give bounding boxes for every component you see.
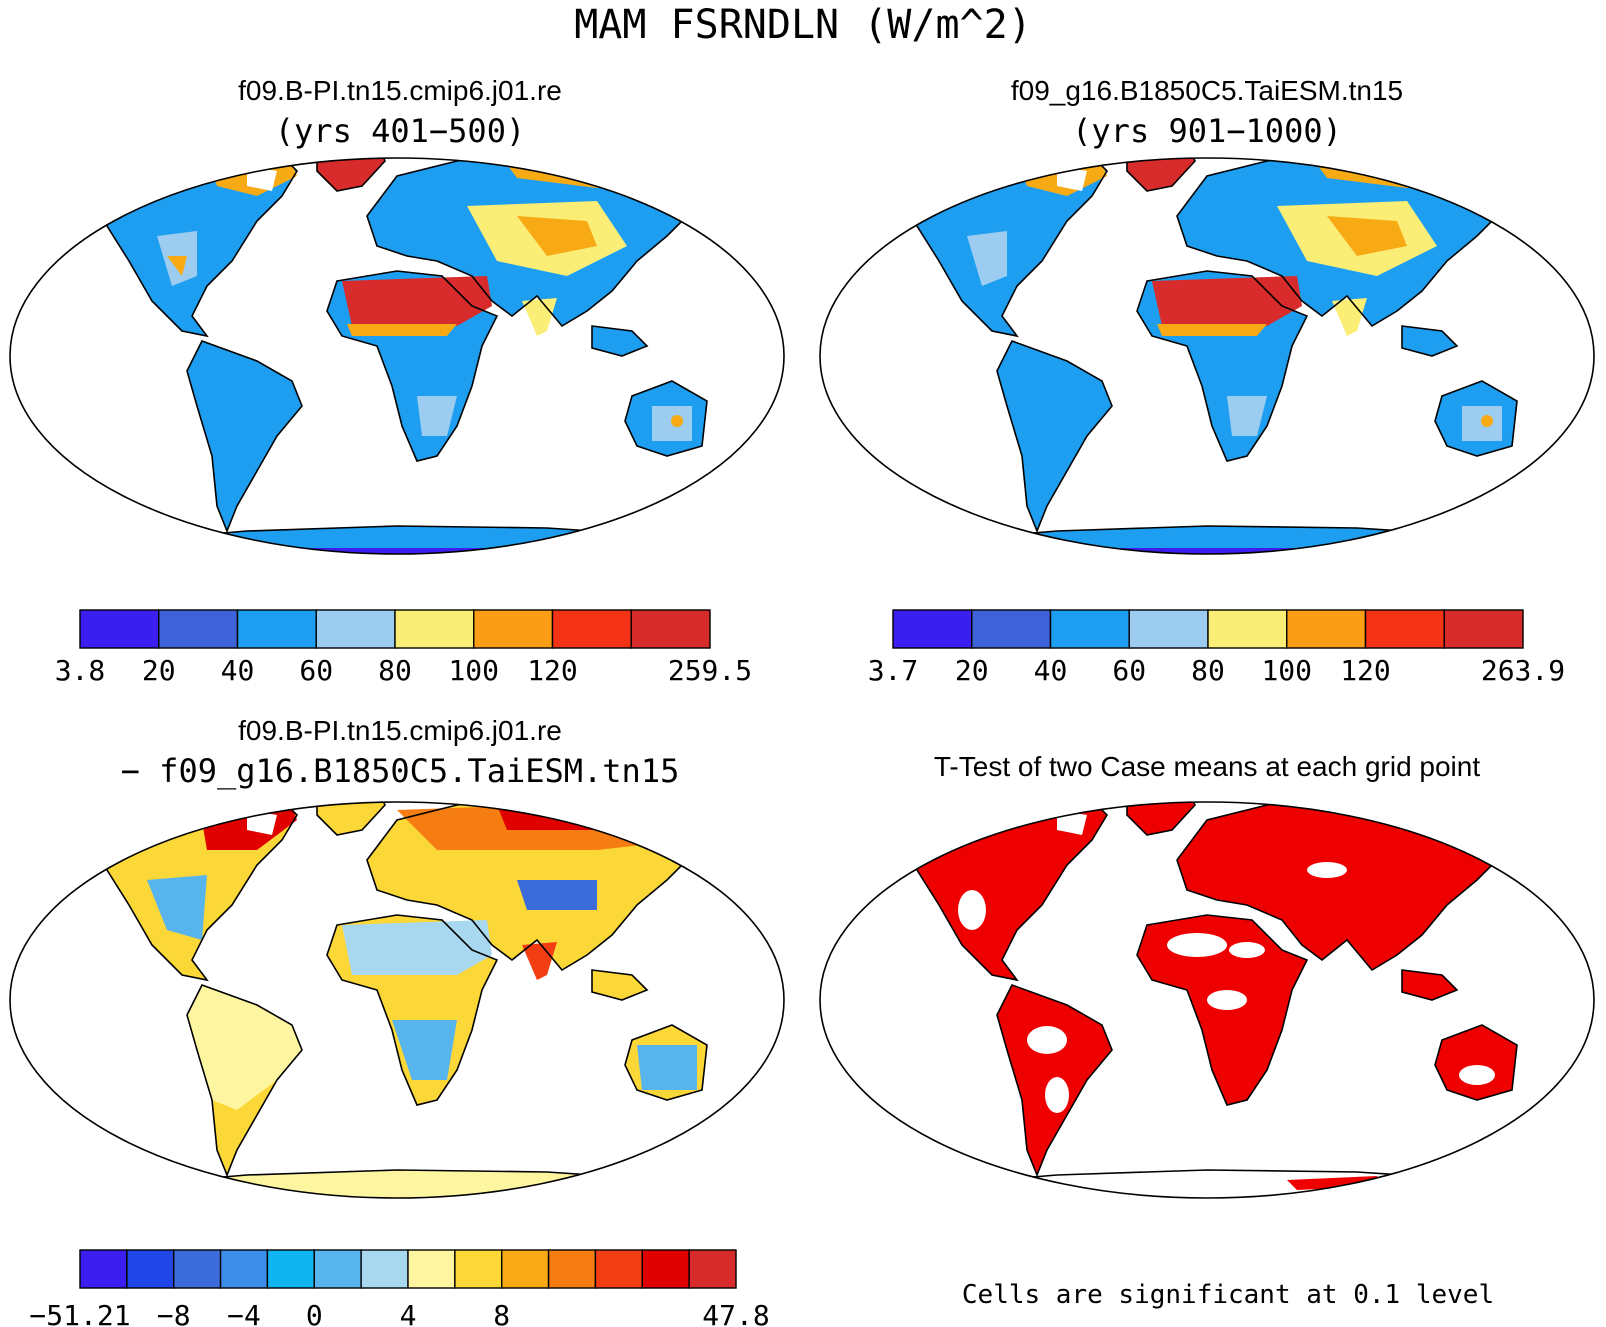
colorbar-2-swatch-4 — [1128, 609, 1209, 649]
colorbar-3-label: 8 — [493, 1299, 510, 1327]
colorbar-3-swatch-5 — [266, 1249, 315, 1289]
colorbar-1-label: 60 — [299, 654, 333, 687]
colorbar-3-swatch-11 — [547, 1249, 597, 1289]
panel-2-title: f09_g16.B1850C5.TaiESM.tn15 — [1011, 75, 1403, 106]
colorbar-2-label: 100 — [1261, 654, 1312, 687]
panel-2-subtitle: (yrs 901−1000) — [1072, 112, 1342, 150]
colorbar-2-label: 263.9 — [1481, 654, 1565, 687]
colorbar-2-swatch-7 — [1364, 609, 1445, 649]
colorbar-1-swatch-3 — [236, 609, 317, 649]
panel-1-title: f09.B-PI.tn15.cmip6.j01.re — [238, 75, 562, 106]
colorbar-2-swatch-6 — [1286, 609, 1367, 649]
colorbar-panel-1: 3.8 20 40 60 80 100 120 259.5 — [55, 609, 752, 687]
colorbar-2-swatch-5 — [1207, 609, 1288, 649]
figure-title: MAM FSRNDLN (W/m^2) — [574, 2, 1032, 48]
panel-2: f09_g16.B1850C5.TaiESM.tn15 (yrs 901−100… — [819, 75, 1595, 555]
panel-3-title: f09.B-PI.tn15.cmip6.j01.re — [238, 715, 562, 746]
colorbar-3-label: −51.21 — [29, 1299, 130, 1327]
colorbar-1-swatch-4 — [315, 609, 396, 649]
colorbar-1-swatch-7 — [551, 609, 632, 649]
colorbar-2-swatch-2 — [971, 609, 1052, 649]
panel-3-subtitle: − f09_g16.B1850C5.TaiESM.tn15 — [121, 752, 680, 790]
colorbar-3-label: −8 — [157, 1299, 191, 1327]
colorbar-3-label: −4 — [227, 1299, 261, 1327]
colorbar-2-label: 80 — [1191, 654, 1225, 687]
colorbar-2-label: 20 — [955, 654, 989, 687]
panel-4-map — [819, 801, 1595, 1199]
colorbar-1-swatch-8 — [630, 609, 711, 649]
colorbar-1-label: 80 — [378, 654, 412, 687]
panel-2-map — [819, 157, 1595, 555]
colorbar-2-swatch-3 — [1049, 609, 1130, 649]
colorbar-3-swatch-14 — [688, 1249, 737, 1289]
panel-1: f09.B-PI.tn15.cmip6.j01.re (yrs 401−500) — [9, 75, 785, 555]
colorbar-1-label: 259.5 — [668, 654, 752, 687]
colorbar-1-swatch-5 — [394, 609, 475, 649]
colorbar-2-label: 3.7 — [868, 654, 919, 687]
panel-1-subtitle: (yrs 401−500) — [275, 112, 525, 150]
panel-3: f09.B-PI.tn15.cmip6.j01.re − f09_g16.B18… — [9, 715, 785, 1199]
colorbar-3-swatch-13 — [641, 1249, 690, 1289]
colorbar-3-swatch-12 — [594, 1249, 643, 1289]
colorbar-panel-3: −51.21 −8 −4 0 4 8 47.8 — [29, 1249, 770, 1327]
significance-note: Cells are significant at 0.1 level — [962, 1280, 1494, 1310]
panel-4-title: T-Test of two Case means at each grid po… — [934, 751, 1480, 782]
colorbar-1-label: 100 — [448, 654, 499, 687]
colorbar-3-swatch-9 — [454, 1249, 503, 1289]
colorbar-3-label: 4 — [400, 1299, 417, 1327]
colorbar-3-swatch-2 — [126, 1249, 175, 1289]
colorbar-1-label: 3.8 — [55, 654, 106, 687]
colorbar-1-label: 20 — [142, 654, 176, 687]
colorbar-panel-2: 3.7 20 40 60 80 100 120 263.9 — [868, 609, 1565, 687]
colorbar-1-label: 40 — [221, 654, 255, 687]
panel-3-map — [9, 801, 785, 1199]
colorbar-3-label: 47.8 — [702, 1299, 769, 1327]
colorbar-2-label: 120 — [1340, 654, 1391, 687]
colorbar-2-label: 60 — [1112, 654, 1146, 687]
colorbar-3-label: 0 — [306, 1299, 323, 1327]
colorbar-1-swatch-6 — [473, 609, 554, 649]
colorbar-2-swatch-8 — [1443, 609, 1524, 649]
colorbar-3-swatch-8 — [407, 1249, 456, 1289]
panel-1-map — [9, 157, 785, 555]
colorbar-1-label: 120 — [527, 654, 578, 687]
colorbar-3-swatch-3 — [173, 1249, 222, 1289]
colorbar-3-swatch-4 — [219, 1249, 269, 1289]
colorbar-1-swatch-1 — [79, 609, 160, 649]
colorbar-2-swatch-1 — [892, 609, 973, 649]
colorbar-1-swatch-2 — [158, 609, 239, 649]
colorbar-3-swatch-1 — [79, 1249, 128, 1289]
colorbar-2-label: 40 — [1034, 654, 1068, 687]
colorbar-3-swatch-6 — [313, 1249, 362, 1289]
panel-4: T-Test of two Case means at each grid po… — [819, 751, 1595, 1199]
colorbar-3-swatch-7 — [360, 1249, 409, 1289]
colorbar-3-swatch-10 — [501, 1249, 550, 1289]
